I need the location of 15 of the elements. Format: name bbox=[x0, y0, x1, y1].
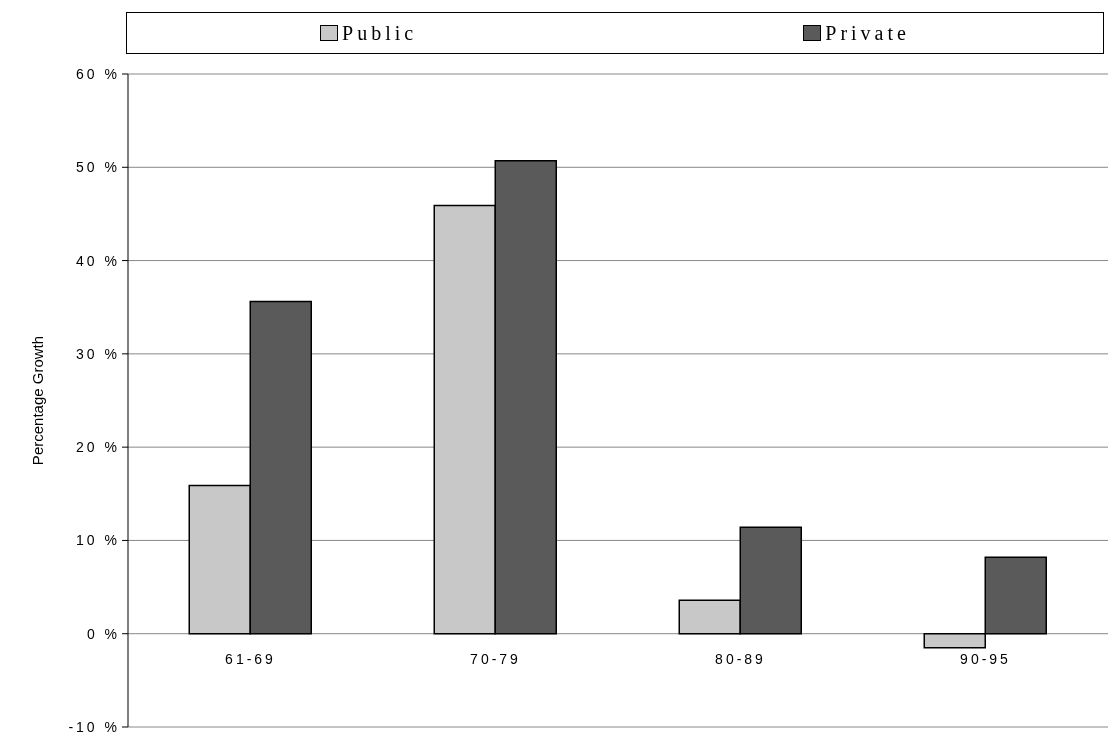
y-tick-label: 30 % bbox=[76, 345, 120, 362]
x-tick-label: 70-79 bbox=[470, 650, 521, 667]
y-axis-title: Percentage Growth bbox=[29, 335, 47, 466]
x-tick-label: 80-89 bbox=[715, 650, 766, 667]
legend-label: Private bbox=[824, 21, 910, 45]
y-tick-label: 60 % bbox=[76, 65, 120, 82]
y-tick-label: -10 % bbox=[68, 718, 120, 735]
legend-label: Public bbox=[341, 21, 418, 45]
x-tick-label: 90-95 bbox=[960, 650, 1011, 667]
y-tick-label: 50 % bbox=[76, 159, 120, 176]
y-tick-label: 40 % bbox=[76, 252, 120, 269]
y-tick-label: 20 % bbox=[76, 439, 120, 456]
x-tick-label: 61-69 bbox=[225, 650, 276, 667]
y-tick-label: 0 % bbox=[86, 625, 120, 642]
y-tick-label: 10 % bbox=[76, 532, 120, 549]
